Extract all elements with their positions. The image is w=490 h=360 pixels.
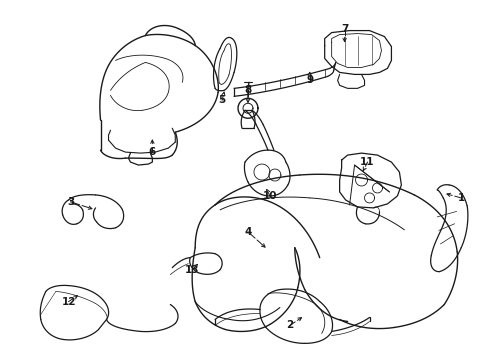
- Text: 13: 13: [185, 265, 199, 275]
- Text: 12: 12: [61, 297, 76, 306]
- Text: 6: 6: [149, 147, 156, 157]
- Text: 1: 1: [458, 193, 465, 203]
- Text: 2: 2: [286, 320, 294, 330]
- Text: 3: 3: [67, 197, 74, 207]
- Text: 5: 5: [219, 95, 226, 105]
- Text: 4: 4: [245, 227, 252, 237]
- Text: 10: 10: [263, 191, 277, 201]
- Text: 7: 7: [341, 24, 348, 33]
- Text: 9: 9: [306, 75, 313, 85]
- Text: 8: 8: [245, 85, 251, 95]
- Text: 11: 11: [360, 157, 375, 167]
